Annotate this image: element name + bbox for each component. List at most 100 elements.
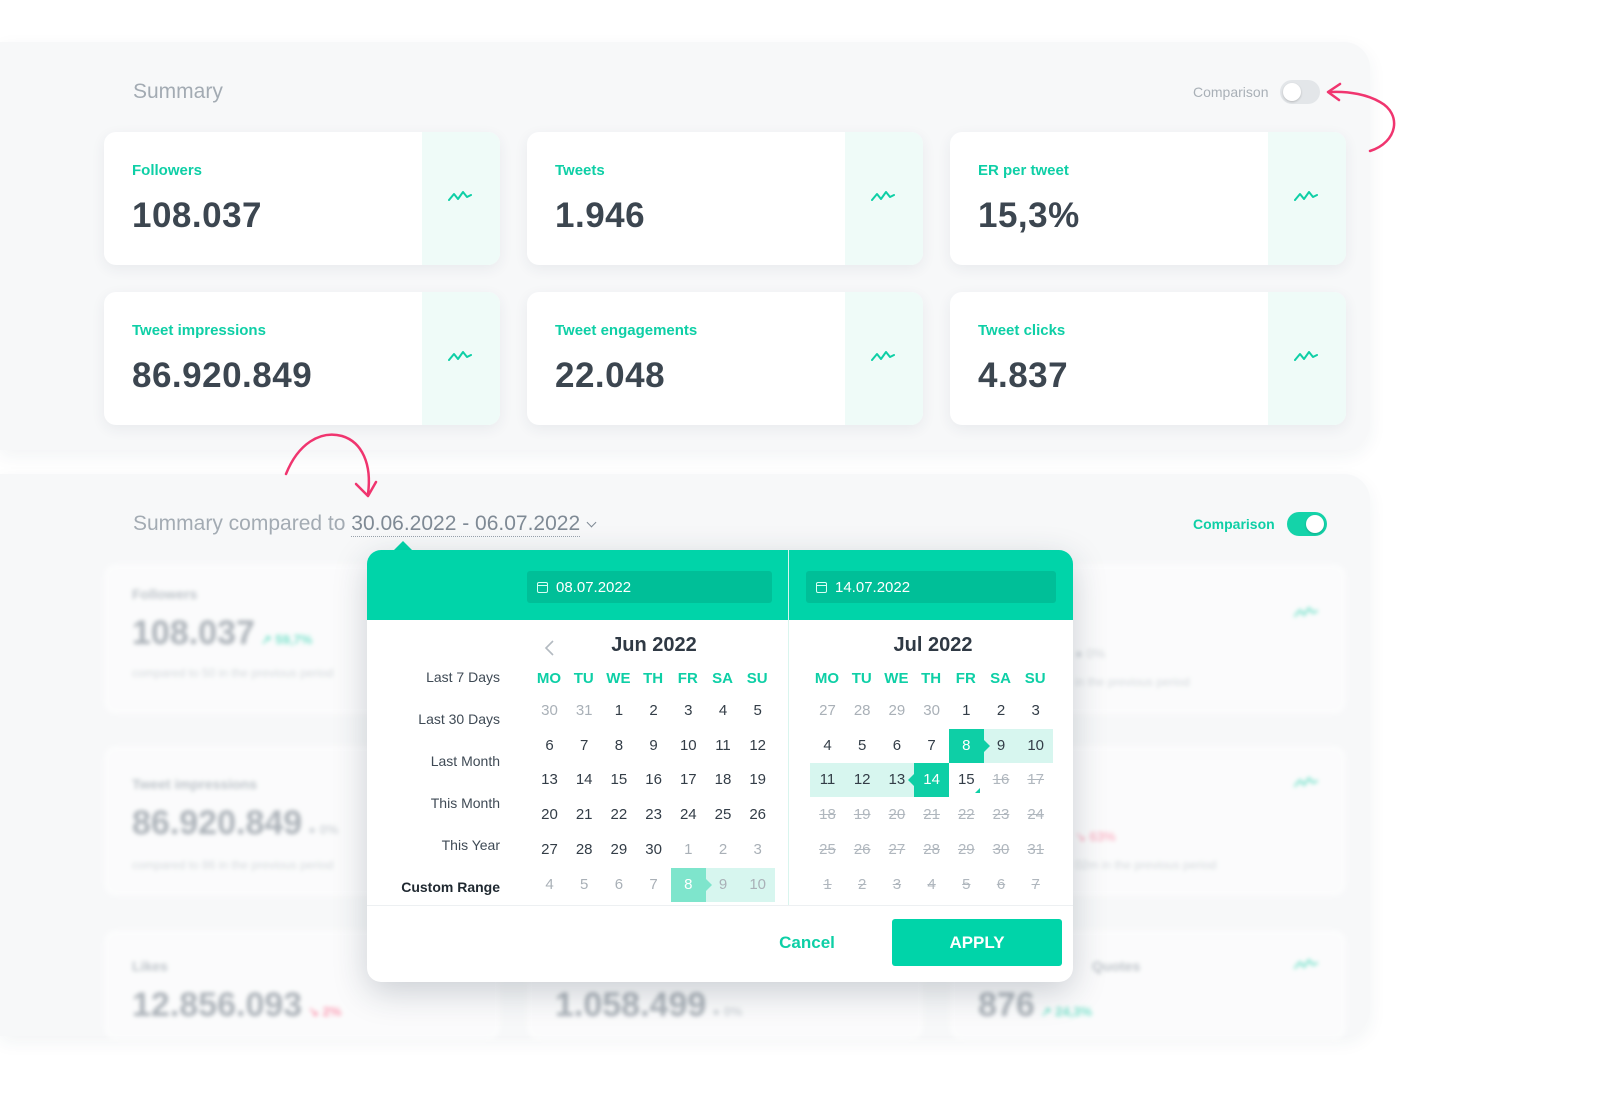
calendar-day[interactable]: 3 xyxy=(753,840,762,858)
calendar-day[interactable]: 5 xyxy=(753,702,762,719)
preset-last-7-days[interactable]: Last 7 Days xyxy=(426,669,500,685)
calendar-day[interactable]: 6 xyxy=(614,875,624,893)
calendar-day[interactable]: 3 xyxy=(892,875,902,893)
trend-icon[interactable] xyxy=(1294,350,1318,364)
calendar-day[interactable]: 10 xyxy=(1018,728,1054,763)
calendar-day[interactable]: 16 xyxy=(992,771,1010,789)
calendar-day[interactable]: 1 xyxy=(684,840,693,858)
calendar-day[interactable]: 10 xyxy=(679,736,697,754)
calendar-day[interactable]: 8 xyxy=(670,867,712,902)
calendar-day[interactable]: 9 xyxy=(649,736,658,754)
calendar-day[interactable]: 7 xyxy=(1031,875,1040,893)
calendar-day[interactable]: 28 xyxy=(575,840,593,858)
calendar-day[interactable]: 19 xyxy=(853,806,871,824)
calendar-day[interactable]: 30 xyxy=(645,840,662,858)
apply-button[interactable]: APPLY xyxy=(892,919,1062,966)
calendar-day[interactable]: 27 xyxy=(541,840,558,858)
calendar-day[interactable]: 12 xyxy=(844,763,880,798)
trend-icon[interactable] xyxy=(448,190,472,204)
calendar-day[interactable]: 31 xyxy=(575,702,593,719)
calendar-day[interactable]: 29 xyxy=(957,840,975,858)
chevron-down-icon[interactable] xyxy=(586,517,597,528)
preset-this-month[interactable]: This Month xyxy=(430,795,500,811)
preset-this-year[interactable]: This Year xyxy=(441,837,500,853)
calendar-day[interactable]: 17 xyxy=(679,771,697,789)
calendar-day[interactable]: 11 xyxy=(715,736,731,754)
calendar-day[interactable]: 5 xyxy=(580,875,589,893)
calendar-day[interactable]: 27 xyxy=(888,840,906,858)
calendar-day[interactable]: 6 xyxy=(892,736,902,754)
calendar-day[interactable]: 7 xyxy=(580,736,589,754)
calendar-day[interactable]: 13 xyxy=(879,763,915,798)
calendar-day[interactable]: 4 xyxy=(718,702,728,719)
calendar-day[interactable]: 29 xyxy=(888,702,906,719)
calendar-day[interactable]: 22 xyxy=(957,806,975,824)
calendar-day[interactable]: 18 xyxy=(714,771,732,789)
calendar-day[interactable]: 2 xyxy=(858,875,867,893)
calendar-day[interactable]: 13 xyxy=(541,771,558,789)
calendar-day[interactable]: 18 xyxy=(819,806,836,824)
trend-icon[interactable] xyxy=(448,350,472,364)
calendar-day[interactable]: 20 xyxy=(541,806,558,824)
calendar-day[interactable]: 2 xyxy=(996,702,1006,719)
calendar-day[interactable]: 3 xyxy=(684,702,693,719)
calendar-day[interactable]: 14 xyxy=(908,763,950,798)
calendar-day[interactable]: 22 xyxy=(610,806,628,824)
preset-last-30-days[interactable]: Last 30 Days xyxy=(418,711,500,727)
calendar-day[interactable]: 4 xyxy=(927,875,936,893)
comparison-toggle[interactable] xyxy=(1286,512,1327,536)
calendar-day[interactable]: 8 xyxy=(614,736,624,754)
calendar-day[interactable]: 17 xyxy=(1027,771,1045,789)
calendar-day[interactable]: 12 xyxy=(749,736,767,754)
calendar-day[interactable]: 15 xyxy=(949,763,984,797)
comparison-toggle[interactable] xyxy=(1280,80,1321,104)
calendar-day[interactable]: 21 xyxy=(575,806,593,824)
calendar-day[interactable]: 14 xyxy=(575,771,593,789)
preset-last-month[interactable]: Last Month xyxy=(430,753,500,769)
calendar-day[interactable]: 25 xyxy=(819,840,836,858)
calendar-day[interactable]: 30 xyxy=(923,702,940,719)
calendar-day[interactable]: 30 xyxy=(541,702,558,719)
calendar-day[interactable]: 21 xyxy=(923,806,940,824)
calendar-day[interactable]: 2 xyxy=(718,840,728,858)
calendar-day[interactable]: 4 xyxy=(545,875,554,893)
calendar-day[interactable]: 2 xyxy=(649,702,658,719)
preset-custom-range[interactable]: Custom Range xyxy=(401,879,500,895)
calendar-day[interactable]: 28 xyxy=(853,702,871,719)
cancel-button[interactable]: Cancel xyxy=(779,933,835,952)
trend-icon[interactable] xyxy=(871,190,895,204)
calendar-day[interactable]: 1 xyxy=(962,702,971,719)
comparison-range-dropdown[interactable]: 30.06.2022 - 06.07.2022 xyxy=(351,512,581,537)
trend-icon[interactable] xyxy=(1294,190,1318,204)
chevron-left-icon[interactable] xyxy=(543,639,557,657)
calendar-day[interactable]: 26 xyxy=(853,840,871,858)
calendar-day[interactable]: 11 xyxy=(810,763,845,798)
calendar-day[interactable]: 6 xyxy=(545,736,554,754)
calendar-day[interactable]: 28 xyxy=(923,840,940,858)
calendar-day[interactable]: 5 xyxy=(858,736,867,754)
calendar-day[interactable]: 24 xyxy=(679,806,697,824)
calendar-day[interactable]: 25 xyxy=(714,806,732,824)
calendar-day[interactable]: 1 xyxy=(823,875,832,893)
calendar-day[interactable]: 6 xyxy=(996,875,1006,893)
calendar-day[interactable]: 23 xyxy=(992,806,1010,824)
calendar-day[interactable]: 29 xyxy=(610,840,628,858)
calendar-day[interactable]: 30 xyxy=(992,840,1010,858)
calendar-day[interactable]: 1 xyxy=(614,702,624,719)
calendar-day[interactable]: 27 xyxy=(819,702,836,719)
start-date-field[interactable]: 08.07.2022 xyxy=(527,571,772,603)
calendar-day[interactable]: 10 xyxy=(740,867,776,902)
calendar-day[interactable]: 4 xyxy=(823,736,832,754)
calendar-day[interactable]: 8 xyxy=(948,728,990,763)
calendar-day[interactable]: 19 xyxy=(749,771,767,789)
calendar-day[interactable]: 15 xyxy=(610,771,628,789)
calendar-day[interactable]: 20 xyxy=(888,806,906,824)
end-date-field[interactable]: 14.07.2022 xyxy=(806,571,1056,603)
calendar-day[interactable]: 26 xyxy=(749,806,767,824)
calendar-day[interactable]: 16 xyxy=(645,771,662,789)
calendar-day[interactable]: 23 xyxy=(645,806,662,824)
calendar-day[interactable]: 5 xyxy=(962,875,971,893)
calendar-day[interactable]: 7 xyxy=(927,736,936,754)
calendar-day[interactable]: 24 xyxy=(1027,806,1045,824)
calendar-day[interactable]: 7 xyxy=(649,875,658,893)
